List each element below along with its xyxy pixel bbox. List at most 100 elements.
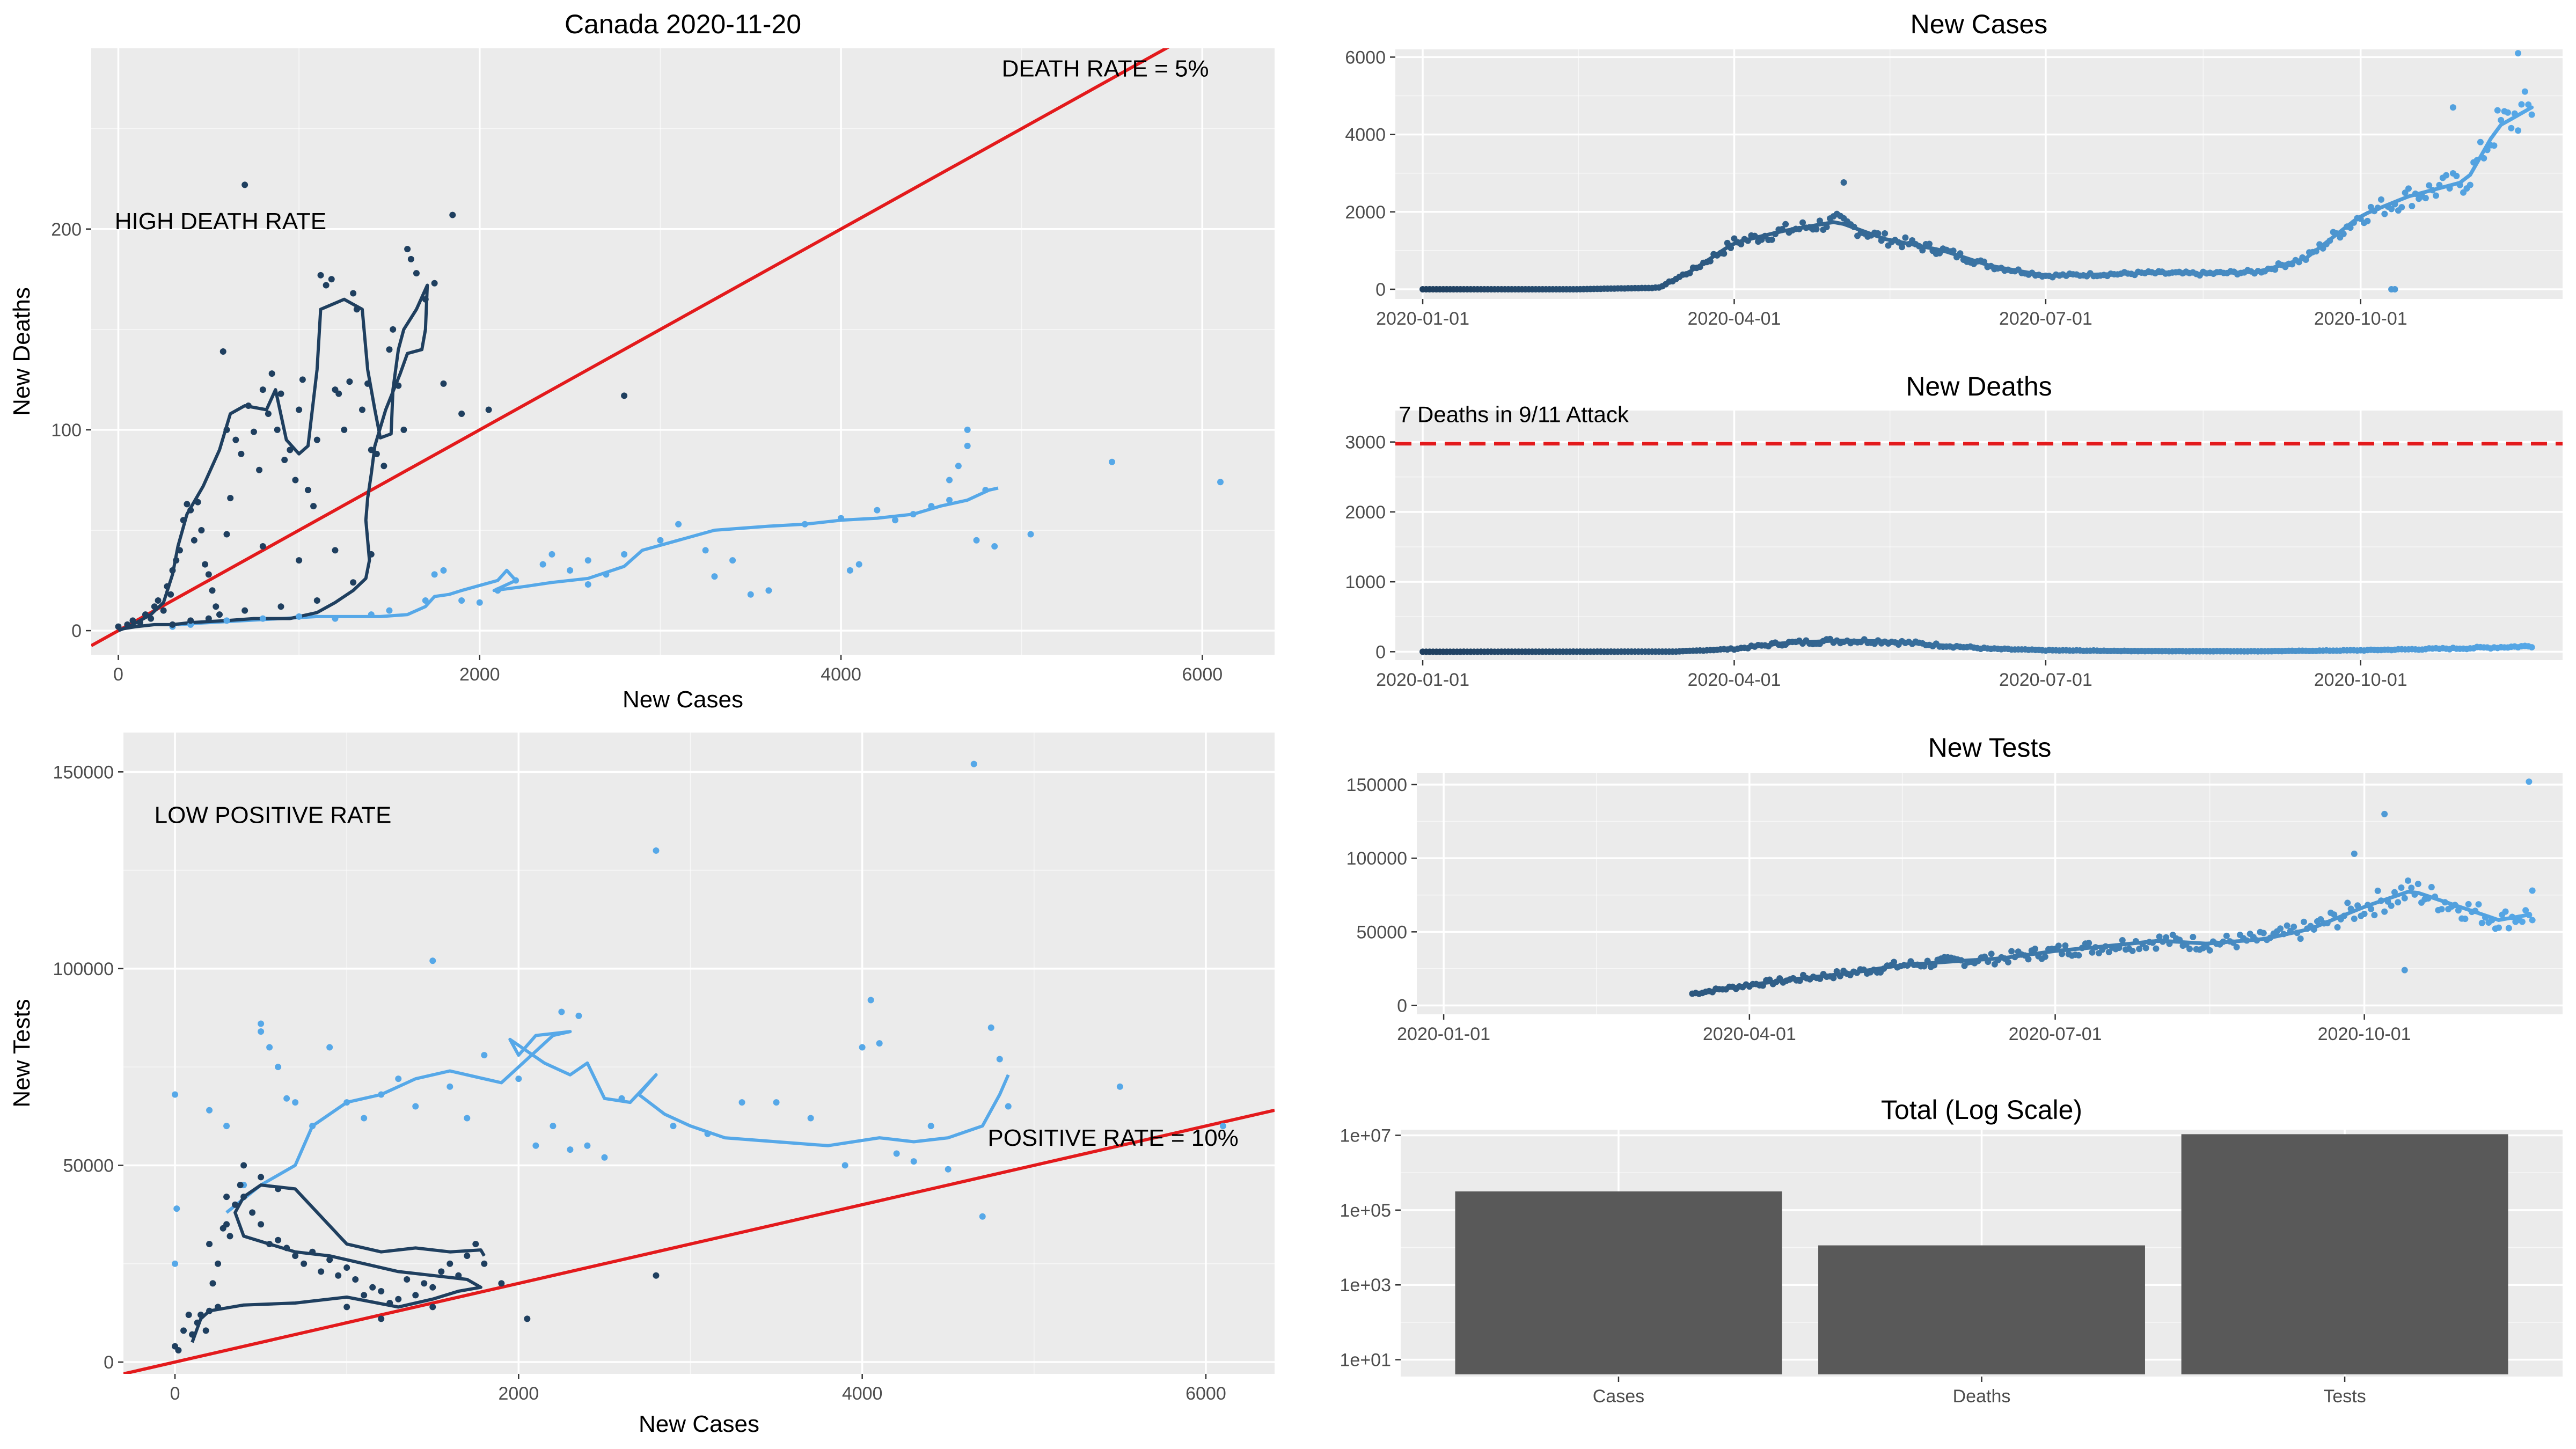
- data-point-late: [893, 1150, 900, 1157]
- data-point-early: [373, 450, 380, 457]
- x-tick-label: Deaths: [1953, 1386, 2011, 1407]
- data-point-early: [175, 1347, 182, 1354]
- data-point: [2395, 899, 2402, 906]
- data-point-outlier: [1840, 179, 1847, 186]
- y-tick-label: 50000: [63, 1155, 114, 1176]
- data-point-early: [407, 255, 414, 262]
- data-point-early: [148, 615, 155, 622]
- data-point-early: [421, 1280, 428, 1287]
- data-point-early: [318, 1268, 325, 1275]
- data-point-early: [205, 571, 212, 578]
- new_cases_ts-title: New Cases: [1911, 9, 2048, 39]
- tests_vs_cases-y-axis-label: New Tests: [9, 999, 35, 1107]
- data-point-early: [185, 1312, 192, 1319]
- trend-line-segment: [1657, 280, 1671, 290]
- deaths_vs_cases-x-axis-label: New Cases: [623, 686, 743, 713]
- data-point-late: [601, 1154, 608, 1161]
- panel-background: [1395, 49, 2563, 299]
- data-point-early: [653, 1272, 660, 1279]
- y-tick-label: 6000: [1345, 47, 1386, 68]
- x-tick-label: 2020-01-01: [1376, 309, 1469, 329]
- data-point-early: [129, 617, 136, 624]
- data-point-early: [194, 1319, 201, 1326]
- y-tick-label: 200: [51, 219, 82, 240]
- data-point: [2398, 204, 2405, 211]
- data-point-late: [927, 1123, 934, 1130]
- bar-tests: [2181, 1134, 2508, 1374]
- data-point-late: [618, 1095, 625, 1102]
- data-point-early: [395, 1296, 402, 1302]
- y-tick-label: 50000: [1356, 922, 1407, 942]
- data-point: [1799, 219, 1806, 226]
- data-point: [2502, 908, 2509, 915]
- data-point-late: [422, 597, 429, 604]
- y-tick-label: 0: [1375, 280, 1386, 300]
- data-point: [2515, 127, 2522, 134]
- data-point: [2025, 956, 2032, 963]
- data-point-early: [258, 1174, 265, 1181]
- data-point: [2085, 940, 2092, 947]
- data-point-late: [738, 1099, 745, 1106]
- data-point: [2494, 107, 2501, 114]
- data-point-early: [206, 1241, 213, 1248]
- new_deaths_ts-marks: [1419, 635, 2535, 655]
- data-point: [2381, 908, 2388, 915]
- data-point-early: [287, 447, 294, 453]
- data-point-early: [268, 370, 275, 377]
- data-point-outlier: [2401, 967, 2408, 974]
- early-trajectory-line: [118, 283, 429, 632]
- data-point-early: [155, 597, 162, 604]
- y-tick-label: 2000: [1345, 202, 1386, 223]
- data-point-late: [292, 1099, 299, 1106]
- data-point-early: [256, 466, 263, 473]
- data-point: [2331, 911, 2338, 918]
- data-point-early: [223, 1194, 230, 1201]
- x-tick-label: 2020-07-01: [2009, 1024, 2102, 1044]
- data-point-early: [386, 1300, 393, 1307]
- data-point: [2401, 895, 2408, 902]
- data-point-late: [309, 1123, 316, 1130]
- data-point-late: [326, 1044, 333, 1051]
- x-tick-label: 2020-10-01: [2314, 309, 2407, 329]
- data-point-early: [176, 547, 183, 554]
- data-point-early: [240, 1162, 247, 1169]
- data-point-early: [447, 1260, 453, 1267]
- data-point-early: [151, 603, 158, 610]
- data-point-late: [368, 611, 375, 618]
- trend-line-segment: [2355, 211, 2369, 221]
- data-point-early: [167, 591, 174, 598]
- annotation-label: HIGH DEATH RATE: [115, 208, 326, 235]
- data-point-late: [258, 1020, 265, 1027]
- data-point: [2381, 210, 2388, 217]
- data-point-late: [603, 571, 610, 578]
- data-point-early: [524, 1315, 531, 1322]
- data-point: [2062, 942, 2069, 949]
- data-point-late: [464, 1115, 471, 1122]
- data-point: [2528, 111, 2535, 118]
- data-point-late: [765, 587, 772, 594]
- reference-line: [91, 48, 1170, 647]
- data-point-late: [945, 1166, 952, 1173]
- x-tick-label: Cases: [1593, 1386, 1644, 1407]
- data-point-late: [513, 577, 519, 584]
- data-point-late: [1005, 1103, 1012, 1110]
- data-point-early: [412, 1292, 419, 1299]
- data-point-early: [449, 211, 456, 218]
- data-point-early: [485, 406, 492, 413]
- data-point-late: [361, 1115, 368, 1122]
- data-point-early: [301, 1260, 308, 1267]
- data-point-late: [807, 1115, 814, 1122]
- x-tick-label: 0: [113, 664, 123, 685]
- data-point-late: [973, 537, 980, 544]
- data-point-late: [395, 1075, 402, 1082]
- data-point: [2233, 943, 2240, 950]
- data-point-late: [747, 591, 754, 598]
- data-point: [2404, 877, 2411, 884]
- trend-line-segment: [2478, 137, 2493, 159]
- data-point-early: [404, 246, 411, 253]
- data-point-early: [343, 1304, 350, 1311]
- data-point-late: [172, 1091, 179, 1098]
- data-point: [2409, 203, 2416, 210]
- trend-line-segment: [2468, 155, 2483, 177]
- data-point: [1768, 236, 1775, 243]
